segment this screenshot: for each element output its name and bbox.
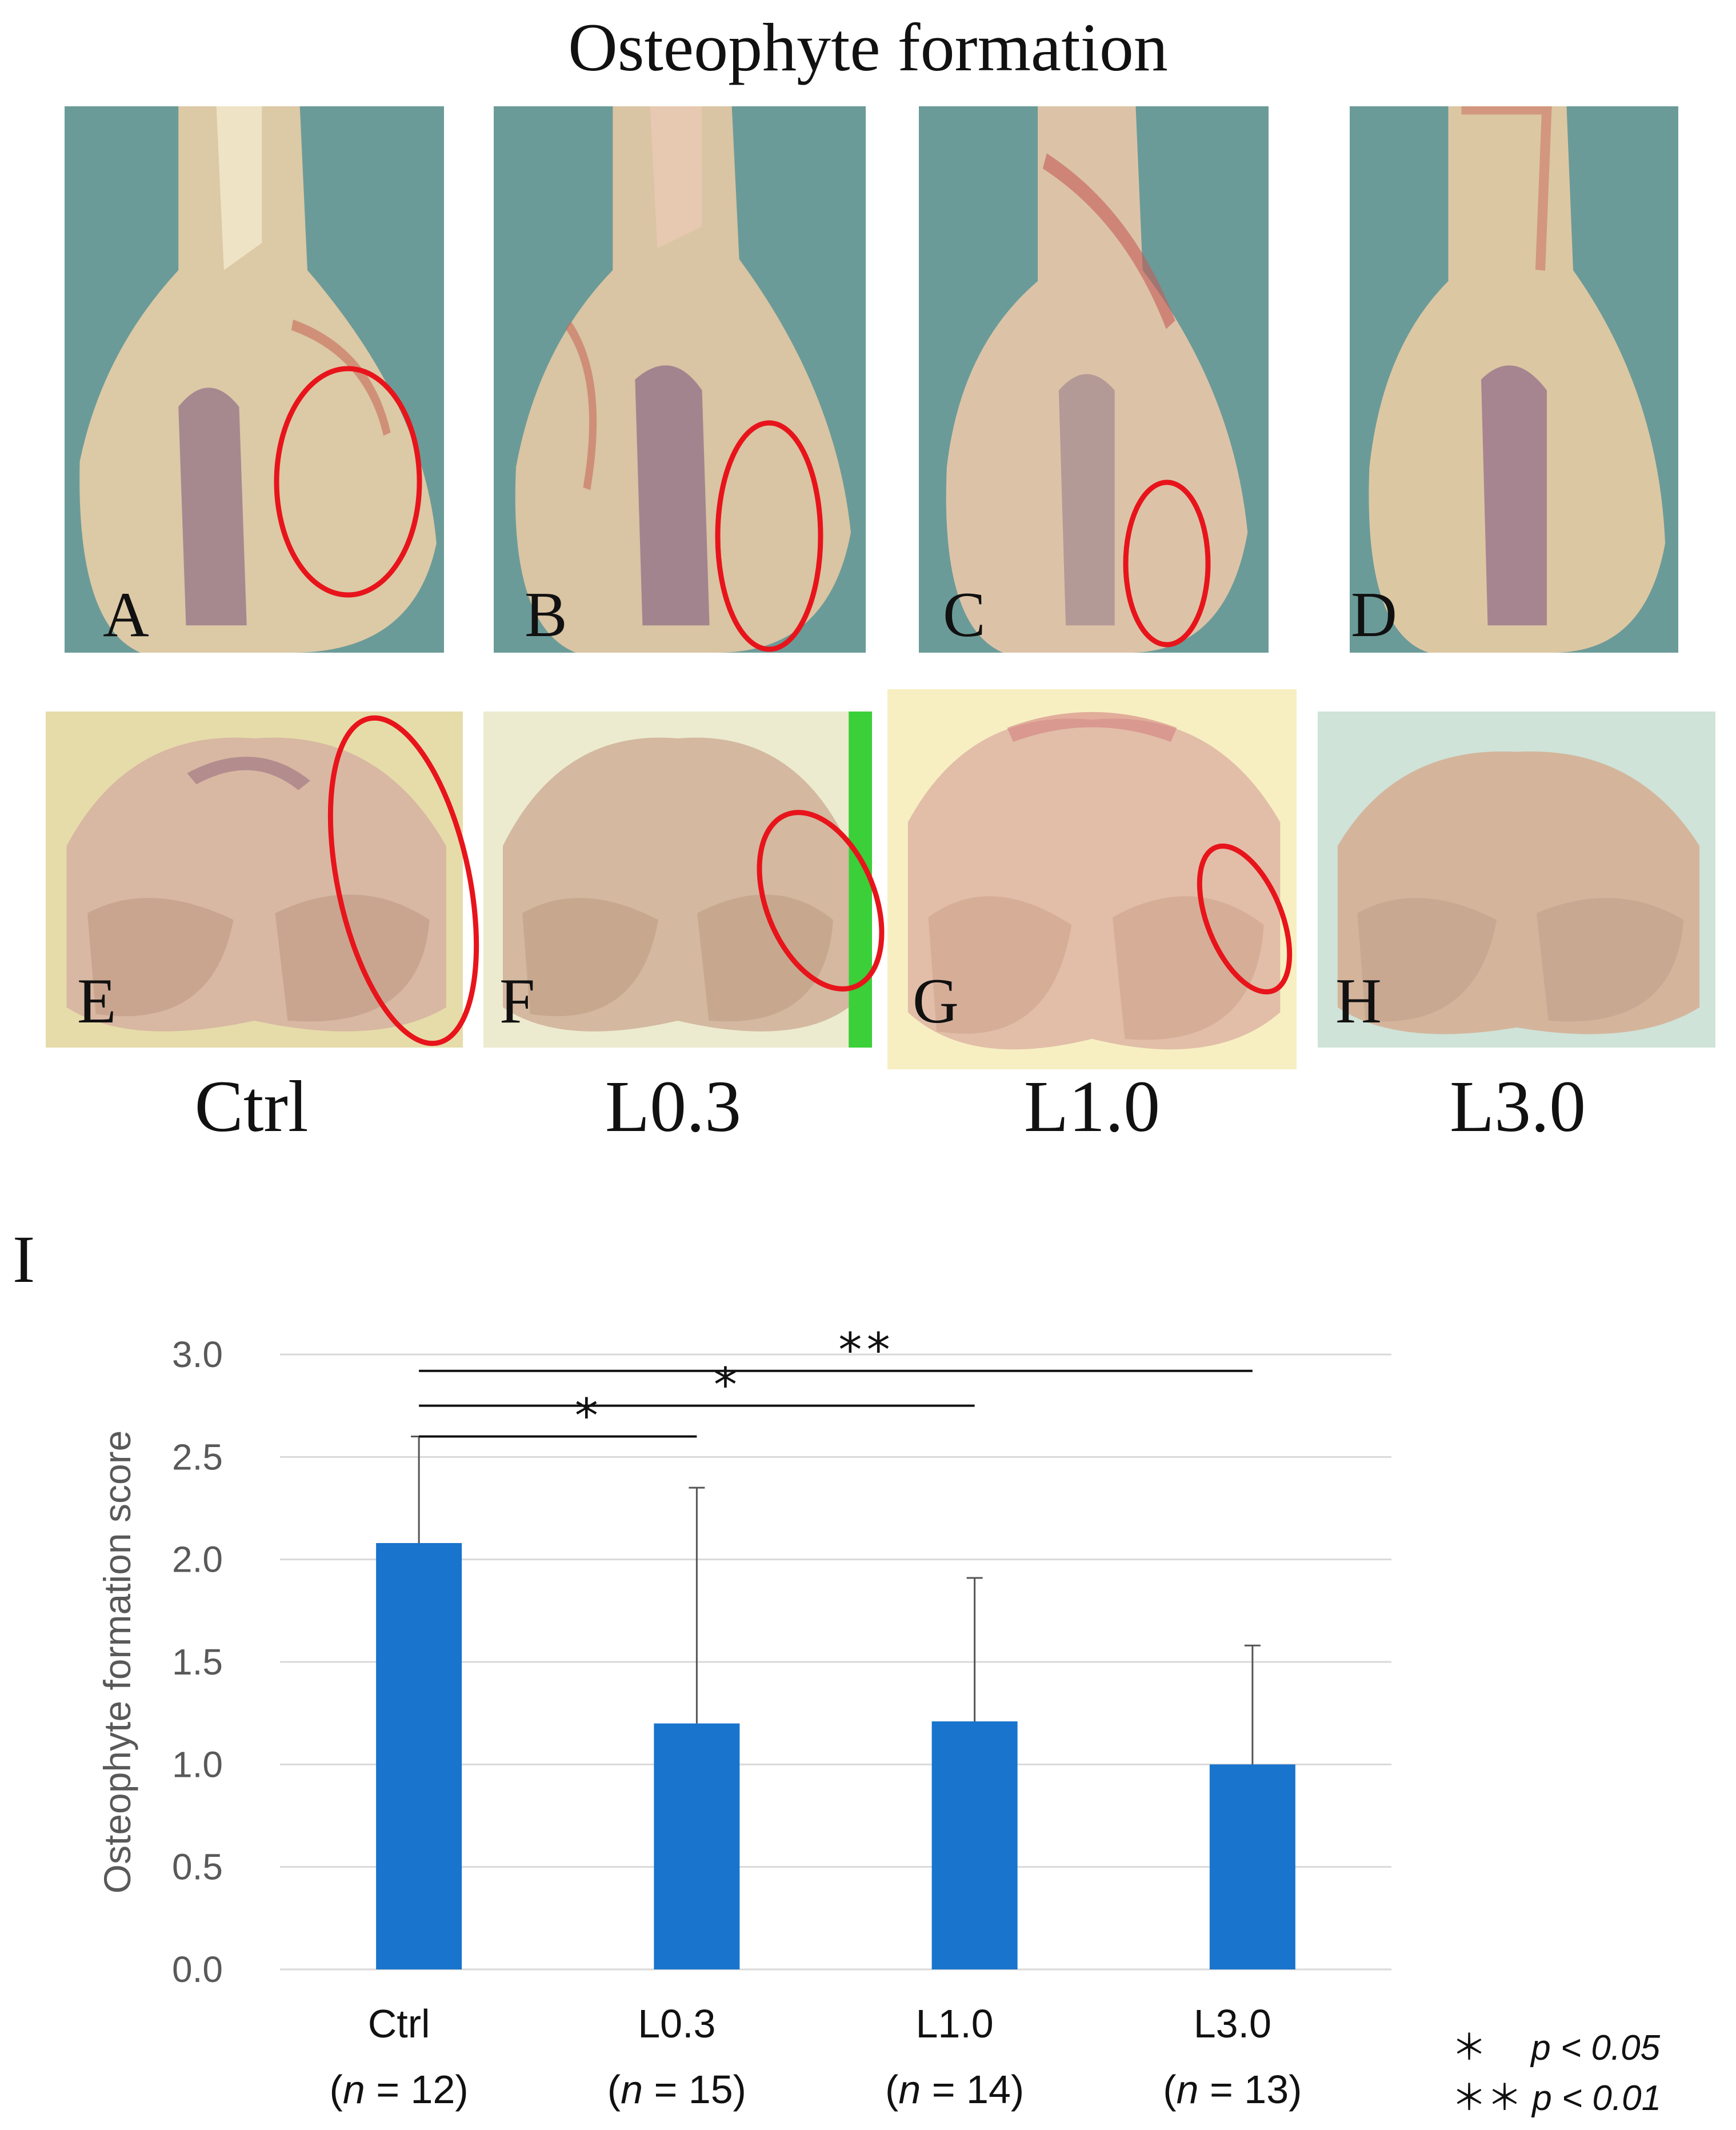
osteophyte-score-chart: 0.0 0.5 1.0 1.5 2.0 2.5 3.0 Osteophyte formatio… (96, 1324, 1391, 2112)
panel-letter-a: A (103, 580, 149, 650)
x-n-label: (n = 15) (607, 2067, 746, 2112)
x-n-label: (n = 14) (885, 2067, 1024, 2112)
osteophyte-circle-c (1123, 479, 1211, 648)
osteophyte-circle-f (757, 810, 885, 992)
panel-letter-g: G (913, 966, 959, 1037)
chart-panel-letter: I (13, 1222, 35, 1297)
bar (1209, 1764, 1295, 1969)
panel-letter-d: D (1351, 580, 1397, 650)
x-category-label: Ctrl (368, 2001, 430, 2046)
y-tick-label: 2.0 (172, 1539, 223, 1580)
legend-text-p001: p < 0.01 (1532, 2079, 1662, 2118)
significance-marker: * (573, 1389, 601, 1443)
group-label-l10: L1.0 (1023, 1066, 1161, 1147)
legend-stars-double: ＊＊ (1451, 2077, 1523, 2119)
photo-panel-e (46, 712, 463, 1048)
figure-title: Osteophyte formation (568, 9, 1168, 85)
photo-panel-b (494, 106, 866, 653)
significance-marker: ** (836, 1324, 893, 1378)
panel-letter-c: C (943, 580, 986, 650)
osteophyte-circle-g (1197, 843, 1293, 995)
osteophyte-circle-a (274, 366, 422, 598)
x-n-label: (n = 12) (330, 2067, 469, 2112)
legend-p001: ＊＊ p < 0.01 (1451, 2069, 1661, 2120)
x-category-label: L0.3 (638, 2001, 715, 2046)
y-tick-label: 0.5 (172, 1847, 223, 1888)
legend-stars-single: ＊ (1451, 2027, 1487, 2068)
x-category-label: L1.0 (916, 2001, 994, 2046)
group-label-ctrl: Ctrl (194, 1066, 309, 1147)
panel-letter-b: B (525, 580, 567, 650)
y-tick-label: 2.5 (172, 1436, 223, 1477)
photo-panel-h (1318, 712, 1715, 1048)
bar (654, 1723, 740, 1969)
x-category-label: L3.0 (1194, 2001, 1271, 2046)
bar (376, 1542, 462, 1969)
panel-letter-h: H (1335, 966, 1382, 1037)
group-label-l30: L3.0 (1449, 1066, 1586, 1147)
legend-p005: ＊ p < 0.05 (1451, 2019, 1660, 2070)
photo-panel-d (1350, 106, 1678, 653)
osteophyte-markers (274, 366, 1293, 1046)
photo-panel-c (919, 106, 1269, 653)
panel-letter-e: E (77, 966, 117, 1037)
bar (931, 1721, 1018, 1969)
y-tick-label: 1.5 (172, 1641, 223, 1683)
osteophyte-circle-e (327, 715, 479, 1046)
panel-letter-f: F (499, 966, 535, 1037)
y-axis-label: Osteophyte formation score (96, 1430, 138, 1894)
photo-panel-g (887, 689, 1297, 1069)
y-tick-label: 3.0 (172, 1334, 223, 1375)
y-tick-label: 1.0 (172, 1744, 223, 1785)
legend-text-p005: p < 0.05 (1531, 2028, 1661, 2068)
group-label-l03: L0.3 (605, 1066, 742, 1147)
osteophyte-circle-b (715, 420, 823, 652)
y-tick-label: 0.0 (172, 1949, 223, 1990)
significance-marker: * (711, 1358, 739, 1413)
x-n-label: (n = 13) (1163, 2067, 1302, 2112)
